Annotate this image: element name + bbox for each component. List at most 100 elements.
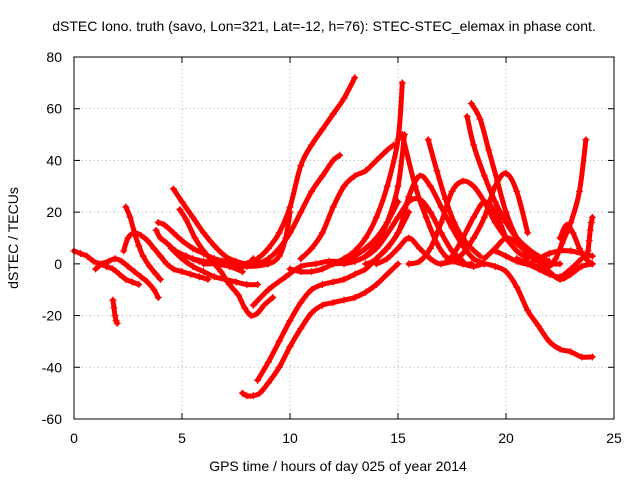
data-point-marker [115, 270, 123, 278]
data-point-marker [254, 281, 262, 289]
data-point-marker [329, 110, 337, 118]
data-point-marker [442, 195, 450, 203]
data-point-marker [83, 252, 91, 260]
data-point-marker [394, 136, 402, 144]
data-point-marker [575, 244, 583, 252]
plot-frame [73, 56, 615, 420]
data-series [238, 260, 402, 400]
data-point-marker [232, 278, 240, 286]
data-point-marker [275, 252, 283, 260]
data-point-marker [582, 136, 590, 144]
data-point-marker [189, 213, 197, 221]
data-point-marker [491, 262, 499, 270]
data-point-marker [584, 247, 592, 255]
y-tick-label: 60 [46, 101, 62, 117]
data-point-marker [405, 193, 413, 201]
data-point-marker [394, 260, 402, 268]
data-point-marker [297, 255, 305, 263]
data-point-marker [405, 260, 413, 268]
data-point-marker [383, 270, 391, 278]
data-point-marker [524, 250, 532, 258]
data-point-marker [398, 131, 406, 139]
data-point-marker [416, 172, 424, 180]
data-point-marker [394, 182, 402, 190]
data-point-marker [372, 281, 380, 289]
data-series [286, 79, 406, 276]
data-point-marker [167, 244, 175, 252]
data-point-marker [137, 231, 145, 239]
data-point-marker [98, 260, 106, 268]
data-point-marker [502, 252, 510, 260]
data-point-marker [318, 229, 326, 237]
data-point-marker [318, 172, 326, 180]
y-tick-label: 80 [46, 49, 62, 65]
data-point-marker [110, 304, 118, 312]
data-point-marker [534, 262, 542, 270]
data-point-marker [545, 250, 553, 258]
data-point-marker [476, 115, 484, 123]
data-series [92, 255, 162, 301]
data-point-marker [437, 260, 445, 268]
data-point-marker [243, 260, 251, 268]
data-point-marker [282, 273, 290, 281]
data-point-marker [308, 244, 316, 252]
data-point-marker [297, 162, 305, 170]
data-point-marker [480, 172, 488, 180]
data-point-marker [254, 309, 262, 317]
data-series [200, 74, 359, 268]
data-point-marker [124, 234, 132, 242]
data-point-marker [264, 255, 272, 263]
data-point-marker [588, 213, 596, 221]
data-point-marker [398, 79, 406, 87]
data-point-marker [308, 268, 316, 276]
data-point-marker [558, 239, 566, 247]
data-point-marker [105, 257, 113, 265]
data-point-marker [318, 265, 326, 273]
data-point-marker [187, 270, 195, 278]
data-point-marker [502, 169, 510, 177]
data-point-marker [567, 247, 575, 255]
data-point-marker [176, 206, 184, 214]
data-point-marker [221, 252, 229, 260]
data-point-marker [264, 379, 272, 387]
series-line [298, 142, 397, 262]
data-point-marker [442, 252, 450, 260]
data-point-marker [491, 198, 499, 206]
data-point-marker [189, 262, 197, 270]
data-point-marker [92, 265, 100, 273]
data-point-marker [217, 268, 225, 276]
axis-ticks: 0 5 10 15 20 25 -60 -40 -20 0 20 40 60 80 [42, 49, 622, 446]
data-point-marker [178, 255, 186, 263]
data-point-marker [200, 247, 208, 255]
data-point-marker [562, 221, 570, 229]
data-point-marker [336, 151, 344, 159]
data-point-marker [150, 286, 158, 294]
data-point-marker [575, 187, 583, 195]
data-point-marker [394, 213, 402, 221]
data-point-marker [76, 250, 84, 258]
data-point-marker [156, 252, 164, 260]
data-point-marker [329, 278, 337, 286]
data-point-marker [156, 275, 164, 283]
data-point-marker [238, 268, 246, 276]
data-point-marker [450, 218, 458, 226]
x-tick-label: 0 [70, 430, 78, 446]
data-point-marker [480, 260, 488, 268]
data-point-marker [545, 337, 553, 345]
data-point-marker [383, 218, 391, 226]
data-point-marker [161, 221, 169, 229]
data-point-marker [362, 260, 370, 268]
data-point-marker [318, 125, 326, 133]
data-series [437, 169, 532, 268]
data-point-marker [588, 353, 596, 361]
data-point-marker [556, 273, 564, 281]
data-point-marker [426, 255, 434, 263]
data-point-marker [286, 229, 294, 237]
data-point-marker [130, 229, 138, 237]
data-point-marker [139, 252, 147, 260]
x-tick-label: 25 [606, 430, 622, 446]
data-series [167, 244, 262, 289]
data-point-marker [297, 299, 305, 307]
data-series [297, 141, 398, 263]
y-tick-label: 20 [46, 204, 62, 220]
